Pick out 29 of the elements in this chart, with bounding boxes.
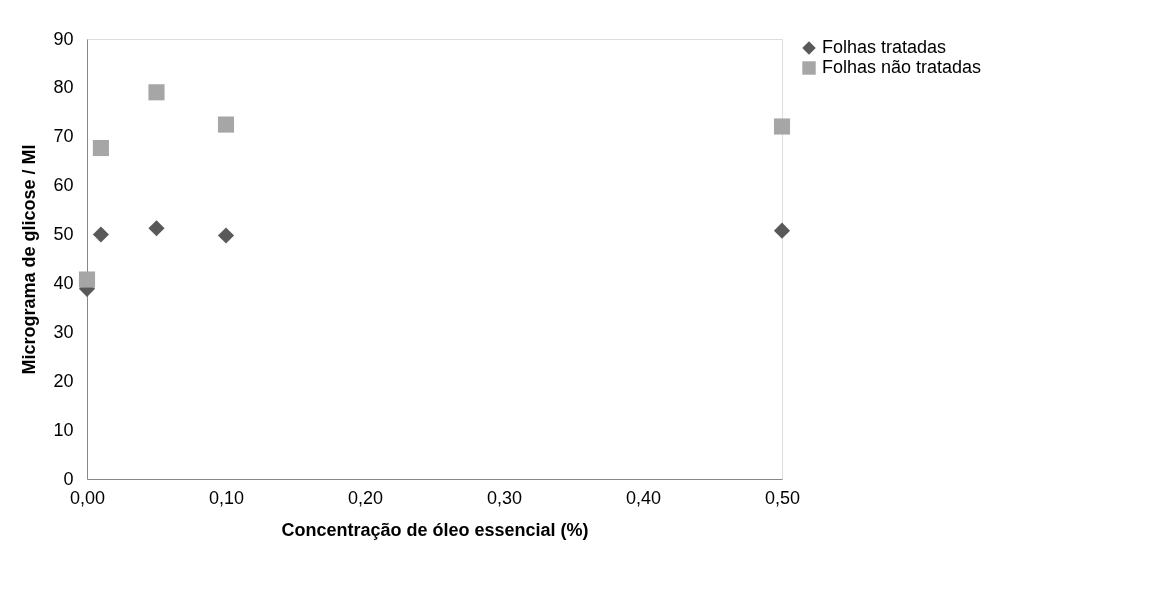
point — [217, 116, 235, 133]
x-tick-label: 0,10 — [208, 487, 245, 508]
y-tick-label: 0 — [63, 468, 74, 489]
y-tick-label: 20 — [53, 370, 74, 391]
x-tick-label: 0,20 — [347, 487, 384, 508]
y-tick-label: 10 — [53, 419, 74, 440]
y-tick-label: 70 — [53, 126, 74, 147]
point — [148, 84, 165, 101]
point — [92, 226, 109, 243]
x-tick-label: 0,00 — [69, 487, 106, 508]
point — [773, 118, 791, 135]
x-tick-label: 0,40 — [625, 487, 662, 508]
y-tick-label: 80 — [53, 77, 74, 98]
y-axis-title: Micrograma de glicose / Ml — [19, 144, 40, 375]
point — [773, 222, 791, 239]
point — [78, 271, 96, 288]
y-tick-label: 40 — [53, 272, 74, 293]
y-tick-label: 90 — [53, 28, 74, 49]
x-tick-label: 0,30 — [486, 487, 523, 508]
legend-label: Folhas tratadas — [822, 37, 947, 57]
point — [217, 227, 235, 244]
x-axis-title: Concentração de óleo essencial (%) — [281, 519, 589, 540]
point — [148, 220, 165, 237]
y-tick-label: 50 — [53, 224, 74, 245]
legend-label: Folhas não tratadas — [822, 57, 982, 77]
x-tick-label: 0,50 — [764, 487, 801, 508]
y-tick-label: 30 — [53, 321, 74, 342]
point — [92, 139, 109, 157]
y-tick-label: 60 — [53, 175, 74, 196]
